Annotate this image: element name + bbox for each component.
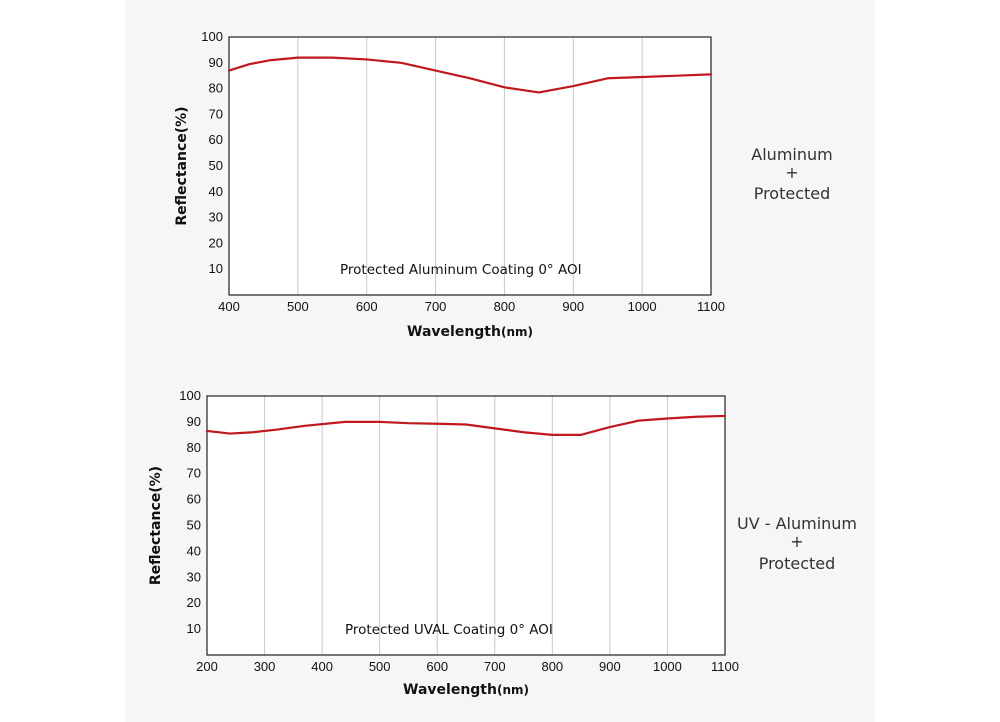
y-tick-label-70: 70 bbox=[187, 466, 201, 481]
x-tick-label-1100: 1100 bbox=[711, 659, 739, 674]
y-tick-label-90: 90 bbox=[187, 414, 201, 429]
x-axis-title: Wavelength(nm) bbox=[403, 682, 529, 698]
side-label-line-2: + bbox=[790, 532, 803, 551]
x-tick-label-700: 700 bbox=[484, 659, 506, 674]
reflectance-curve-1 bbox=[205, 414, 727, 436]
y-tick-label-100: 100 bbox=[201, 29, 223, 44]
reflectance-curve-1 bbox=[227, 56, 713, 94]
x-tick-label-200: 200 bbox=[196, 659, 218, 674]
x-tick-label-800: 800 bbox=[541, 659, 563, 674]
y-axis-title: Reflectance(%) bbox=[174, 106, 190, 225]
side-label-line-1: Aluminum bbox=[751, 145, 832, 164]
y-tick-label-70: 70 bbox=[209, 106, 223, 121]
y-tick-label-10: 10 bbox=[209, 261, 223, 276]
x-tick-label-400: 400 bbox=[311, 659, 333, 674]
side-label-line-1: UV - Aluminum bbox=[737, 514, 857, 533]
side-label-line-3: Protected bbox=[754, 184, 831, 203]
y-tick-label-40: 40 bbox=[187, 543, 201, 558]
side-label-line-3: Protected bbox=[759, 554, 836, 573]
x-tick-label-500: 500 bbox=[369, 659, 391, 674]
x-tick-label-300: 300 bbox=[254, 659, 276, 674]
y-tick-label-100: 100 bbox=[179, 388, 201, 403]
y-tick-label-50: 50 bbox=[209, 158, 223, 173]
y-tick-label-80: 80 bbox=[187, 440, 201, 455]
x-axis-unit: (nm) bbox=[501, 325, 533, 339]
x-tick-label-800: 800 bbox=[494, 299, 516, 314]
x-tick-label-900: 900 bbox=[599, 659, 621, 674]
x-tick-label-1000: 1000 bbox=[628, 299, 657, 314]
y-tick-label-30: 30 bbox=[209, 210, 223, 225]
y-tick-label-90: 90 bbox=[209, 55, 223, 70]
y-tick-label-80: 80 bbox=[209, 81, 223, 96]
y-tick-label-60: 60 bbox=[209, 132, 223, 147]
plot-area bbox=[207, 396, 725, 655]
x-tick-label-1000: 1000 bbox=[653, 659, 682, 674]
y-tick-label-10: 10 bbox=[187, 621, 201, 636]
x-tick-label-700: 700 bbox=[425, 299, 447, 314]
x-tick-label-600: 600 bbox=[426, 659, 448, 674]
plot-frame bbox=[206, 395, 726, 656]
x-tick-label-600: 600 bbox=[356, 299, 378, 314]
coating-annotation: Protected UVAL Coating 0° AOI bbox=[345, 622, 553, 638]
x-axis-title: Wavelength(nm) bbox=[407, 324, 533, 340]
y-tick-label-20: 20 bbox=[187, 595, 201, 610]
x-tick-label-900: 900 bbox=[562, 299, 584, 314]
y-tick-label-60: 60 bbox=[187, 492, 201, 507]
x-tick-label-500: 500 bbox=[287, 299, 309, 314]
y-tick-label-20: 20 bbox=[209, 235, 223, 250]
x-tick-label-400: 400 bbox=[218, 299, 240, 314]
y-tick-label-50: 50 bbox=[187, 518, 201, 533]
x-axis-unit: (nm) bbox=[497, 683, 529, 697]
y-tick-label-40: 40 bbox=[209, 184, 223, 199]
coating-annotation: Protected Aluminum Coating 0° AOI bbox=[340, 262, 582, 278]
plot-frame bbox=[228, 36, 712, 296]
x-tick-label-1100: 1100 bbox=[697, 299, 725, 314]
y-tick-label-30: 30 bbox=[187, 569, 201, 584]
side-label-line-2: + bbox=[785, 163, 798, 182]
chart-2: 200 300 400 500 600 700 800 900 1000 1100 10 20 30 40… bbox=[148, 388, 857, 698]
plot-area bbox=[229, 37, 711, 295]
chart-1: 400 500 600 700 800 900 1000 1100 10 20 30 40 50 60 70… bbox=[174, 29, 833, 340]
y-axis-title: Reflectance(%) bbox=[148, 466, 164, 585]
